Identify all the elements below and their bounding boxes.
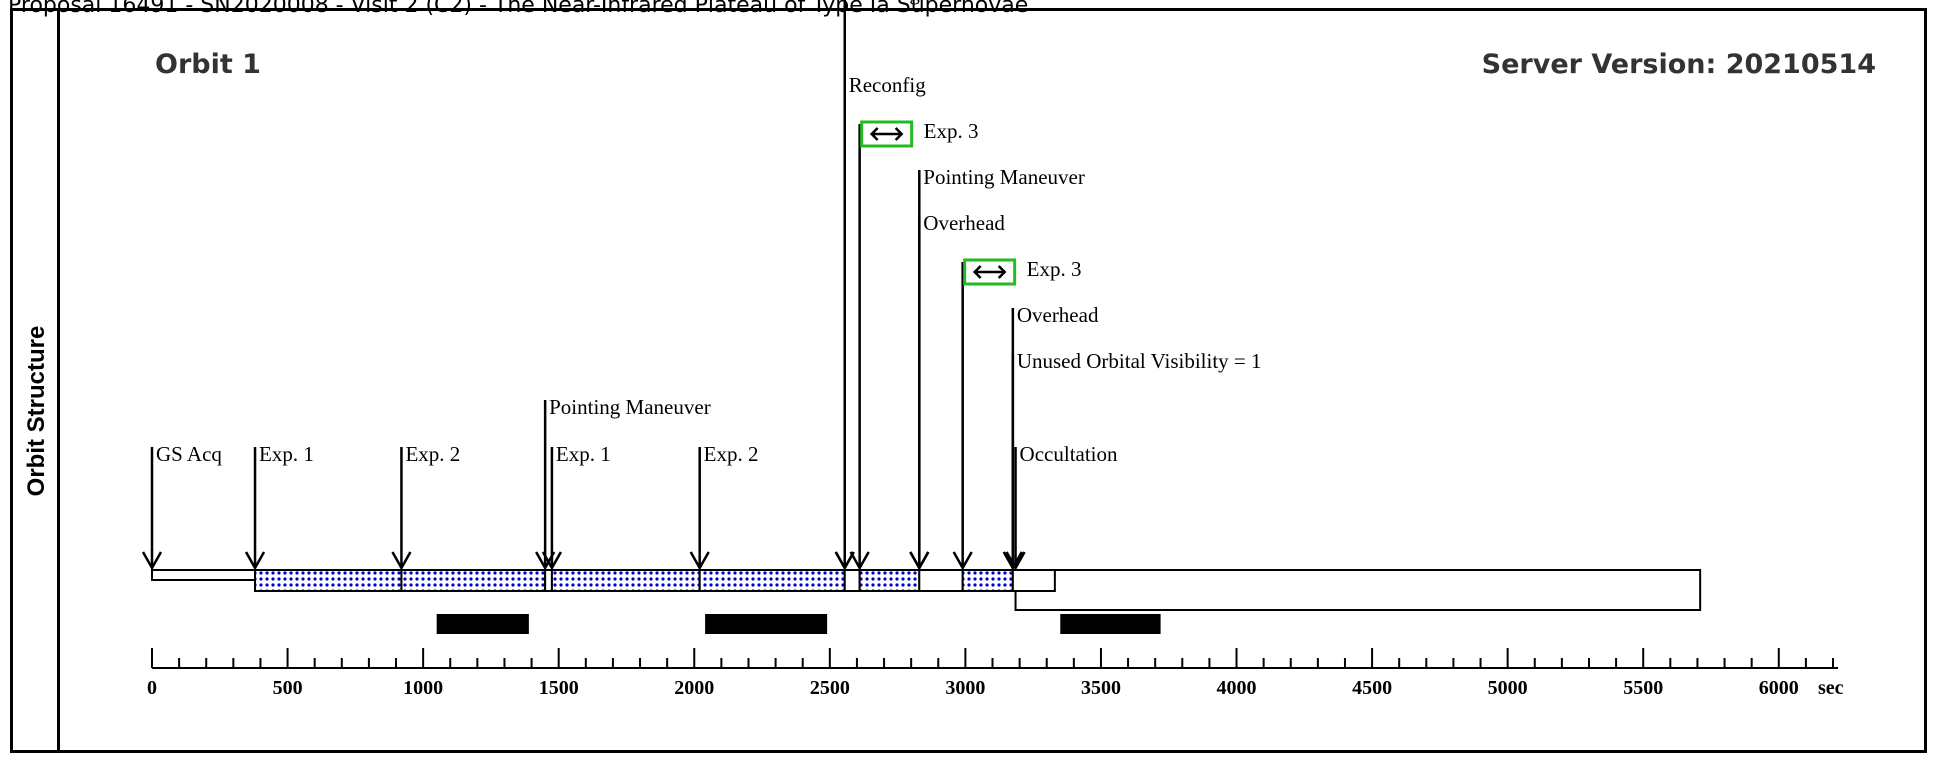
event-label-8: Exp. 3 [924,119,979,143]
event-label-12: Overhead [1017,303,1099,327]
bar-segment-3 [544,569,553,592]
tick-label: 500 [273,677,303,699]
tick-label: 3000 [945,677,985,699]
event-label-7: Reconfig [849,73,926,97]
tick-label: 2000 [674,677,714,699]
bar-segment-6 [843,569,861,592]
event-label-3: Pointing Maneuver [549,395,711,419]
tick-label: 2500 [810,677,850,699]
orbit-structure-panel: Orbit Structure Orbit 1 Server Version: … [10,8,1927,753]
event-label-9: Pointing Maneuver [923,165,1085,189]
double-arrow-icon-8 [869,127,904,141]
event-markers: GS Acq Exp. 1 Exp. 2 Pointing Maneuver Exp. … [141,0,1262,571]
bar-segment-4 [550,569,701,592]
event-arrowhead-5 [689,551,710,571]
bar-layer [151,569,1702,634]
event-label-6: Pointing Maneuver [849,0,1011,5]
side-column: Orbit Structure [13,11,60,750]
tick-label: 5500 [1623,677,1663,699]
bar-segment-10 [1011,569,1056,592]
event-arrowhead-11 [952,551,973,571]
event-arrowhead-7 [834,551,855,571]
bar-segment-2 [400,569,547,592]
black-bar-2 [1060,614,1161,634]
bar-segment-5 [698,569,846,592]
tick-label: 0 [147,677,157,699]
bar-segment-8 [918,569,964,592]
double-arrow-icon-11 [972,265,1007,279]
event-label-4: Exp. 1 [556,442,611,466]
tick-label: 4000 [1217,677,1257,699]
event-label-11: Exp. 3 [1027,257,1082,281]
bar-segment-7 [858,569,921,592]
bar-segment-0 [151,569,257,581]
tick-label: 5000 [1488,677,1528,699]
event-arrowhead-10 [909,551,930,571]
tick-label: 6000 [1759,677,1799,699]
event-arrowhead-2 [391,551,412,571]
time-axis: 0 500 1000 1500 2000 2500 3000 3500 4000 4500 5000… [147,648,1844,699]
tick-label: 1500 [539,677,579,699]
event-arrowhead-14 [1005,551,1026,571]
axis-unit-label: sec [1818,677,1844,699]
black-bar-1 [705,614,828,634]
tick-label: 1000 [403,677,443,699]
orbit-title: Orbit 1 [155,49,261,80]
server-version: Server Version: 20210514 [1481,49,1876,80]
bar-segment-9 [961,569,1014,592]
event-label-1: Exp. 1 [259,442,314,466]
event-arrowhead-13 [1002,551,1023,571]
event-arrowhead-0 [141,551,163,571]
event-label-10: Overhead [923,211,1005,235]
tick-label: 3500 [1081,677,1121,699]
event-label-2: Exp. 2 [405,442,460,466]
occultation-bar [1014,569,1702,611]
bar-segment-1 [254,569,403,592]
event-arrowhead-1 [244,551,266,571]
event-label-14: Occultation [1020,442,1118,466]
event-label-5: Exp. 2 [704,442,759,466]
event-label-13: Unused Orbital Visibility = 1 [1017,349,1262,373]
event-label-0: GS Acq [156,442,222,466]
tick-label: 4500 [1352,677,1392,699]
black-bar-0 [436,614,529,634]
event-arrowhead-8 [849,551,870,571]
event-arrowhead-4 [541,551,563,571]
